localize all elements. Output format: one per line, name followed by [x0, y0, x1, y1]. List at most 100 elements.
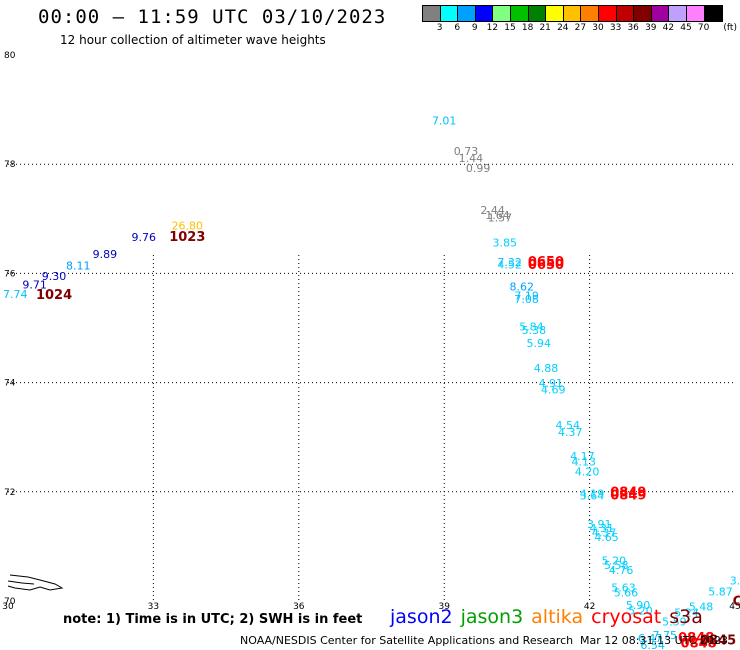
data-point: 4.31 — [589, 522, 614, 535]
colorbar-label: 12 — [486, 23, 499, 33]
legend-s3a: s3a — [669, 606, 703, 628]
coastline — [7, 574, 64, 591]
data-point: 0845 — [700, 634, 736, 649]
data-point: 4.76 — [609, 564, 634, 577]
data-point: 3.91 — [587, 518, 612, 531]
chart-title: 00:00 – 11:59 UTC 03/10/2023 — [38, 6, 387, 28]
data-point: 0.73 — [454, 145, 479, 158]
y-tick-label: 76 — [4, 269, 16, 279]
colorbar-label: 33 — [609, 23, 622, 33]
legend-jason2: jason2 — [390, 606, 453, 628]
data-point: 7.19 — [514, 290, 539, 303]
y-tick-label: 72 — [4, 488, 15, 498]
legend-jason3: jason3 — [460, 606, 524, 628]
grid-layer — [8, 163, 735, 601]
data-point: 6.54 — [640, 639, 665, 650]
data-point: 5.59 — [662, 616, 687, 629]
colorbar-label: 15 — [504, 23, 516, 33]
colorbar-label: 21 — [539, 23, 551, 33]
data-point: 0848 — [681, 636, 717, 650]
data-point: 1024 — [36, 288, 72, 303]
colorbar-label: 9 — [471, 23, 478, 33]
data-points-layer: 7.01 0.731.440.99 2.441.641.57 3.85 7.324.52… — [3, 114, 740, 650]
data-point: 9.30 — [42, 270, 67, 283]
data-point: 7.08 — [514, 293, 539, 306]
data-point: 4.65 — [594, 531, 619, 544]
data-point: 4.17 — [570, 450, 595, 463]
units-note: note: 1) Time is in UTC; 2) SWH is in fe… — [63, 612, 363, 627]
data-point: 4.19 — [580, 487, 605, 500]
coastline-layer — [7, 574, 64, 591]
y-tick-label: 74 — [4, 379, 16, 389]
data-point: 3.64 — [580, 489, 605, 502]
colorbar-label: 30 — [592, 23, 604, 33]
data-point: 0.99 — [466, 162, 491, 175]
satellite-legend: jason2 jason3 altika cryosat s3a — [390, 606, 711, 628]
data-point: 5.58 — [604, 559, 629, 572]
data-point: 4.37 — [592, 527, 617, 540]
data-point: 1.57 — [488, 212, 513, 225]
generated-timestamp: Mar 12 08:31:13 UTC 2023 — [580, 634, 728, 647]
data-point: 26.80 — [172, 220, 204, 233]
x-tick-label: 42 — [584, 602, 595, 612]
data-point: 4.91 — [539, 377, 564, 390]
colorbar-unit: (ft) — [723, 23, 737, 33]
colorbar-swatch — [703, 5, 723, 22]
data-point: 5.84 — [519, 321, 544, 334]
data-point: 9.71 — [22, 279, 47, 292]
colorbar-label: 6 — [454, 23, 461, 33]
data-point: 5.66 — [614, 587, 639, 600]
data-point: 5.63 — [611, 582, 636, 595]
y-tick-label: 78 — [4, 160, 16, 170]
data-point: 9.76 — [131, 231, 156, 244]
y-tick-label: 70 — [4, 597, 16, 607]
data-point: 5.48 — [689, 600, 714, 613]
data-point: 0650 — [528, 255, 564, 270]
data-point: 8.11 — [66, 260, 91, 273]
data-point: 4.20 — [575, 465, 600, 478]
data-point: 7.01 — [432, 114, 457, 127]
data-point: 4.88 — [534, 362, 559, 375]
data-point: 4.37 — [558, 426, 583, 439]
x-tick-label: 33 — [148, 602, 159, 612]
colorbar-label: 39 — [645, 23, 657, 33]
data-point: 8.62 — [509, 280, 534, 293]
data-point: 4.52 — [497, 258, 522, 271]
data-point: 4.13 — [572, 456, 597, 469]
data-point: 6.47 — [638, 632, 663, 645]
data-point: 0848 — [678, 631, 714, 646]
data-point: 5.87 — [708, 586, 733, 599]
colorbar-label: 24 — [557, 23, 569, 33]
legend-cryosat: cryosat — [591, 606, 662, 628]
data-point: 0650 — [528, 258, 564, 273]
legend-altika: altika — [531, 606, 584, 628]
data-point: 5.20 — [628, 605, 653, 618]
data-point: 0849 — [610, 488, 646, 503]
data-point: 9.89 — [93, 248, 118, 261]
data-point: 5.20 — [602, 554, 627, 567]
data-point: 5.90 — [626, 599, 651, 612]
data-point: 3. — [730, 575, 740, 588]
axis-layer: 30 33 36 39 42 45 70 72 74 76 78 80 — [2, 51, 740, 612]
colorbar-label: 18 — [521, 23, 534, 33]
data-point: 4.54 — [556, 419, 581, 432]
data-point: 5.94 — [526, 337, 551, 350]
data-point: 1.64 — [485, 209, 510, 222]
x-tick-label: 45 — [729, 602, 740, 612]
data-point: 5.38 — [522, 324, 547, 337]
data-point: 7.32 — [497, 256, 522, 269]
colorbar-label: 36 — [627, 23, 639, 33]
data-point: 5.24 — [674, 606, 699, 619]
data-point: 1023 — [169, 230, 205, 245]
x-tick-label: 36 — [293, 602, 305, 612]
colorbar-label: 42 — [662, 23, 675, 33]
data-point: 0849 — [610, 486, 646, 501]
colorbar-label: 70 — [697, 23, 710, 33]
data-point: 1.44 — [459, 152, 484, 165]
colorbar-label: 45 — [680, 23, 692, 33]
x-tick-label: 30 — [2, 602, 14, 612]
x-tick-label: 39 — [438, 602, 450, 612]
colorbar-label: 27 — [574, 23, 587, 33]
data-point: 3.85 — [493, 237, 518, 250]
